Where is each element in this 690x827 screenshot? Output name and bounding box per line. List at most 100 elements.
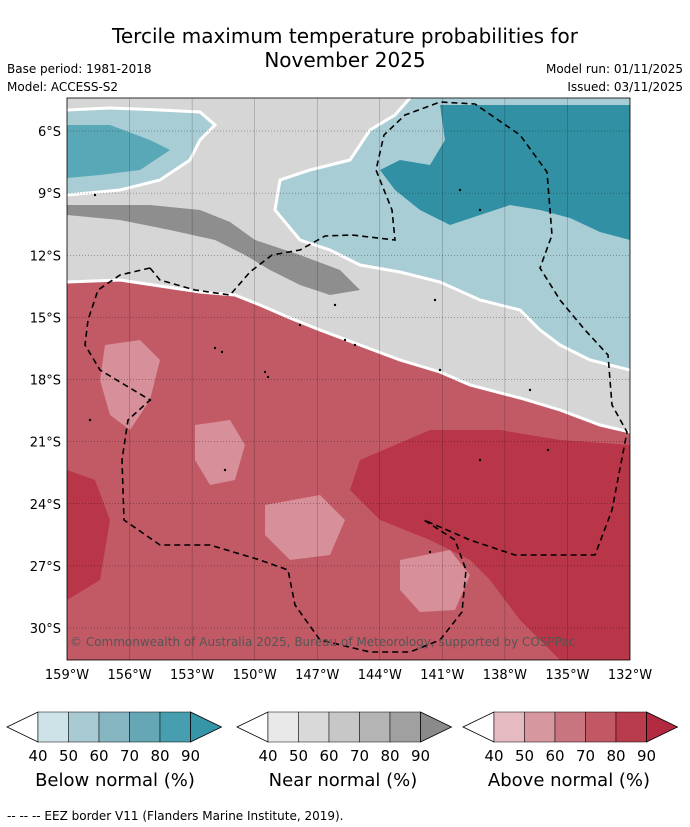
colorbar-segment [524, 711, 556, 743]
lat-tick-label: 30°S [30, 622, 61, 637]
colorbar-tick-label: 80 [380, 747, 399, 765]
colorbar-tick-label: 70 [120, 747, 139, 765]
eez-border-cook-islands [84, 101, 628, 653]
colorbar-segment [585, 711, 617, 743]
lon-tick-label: 138°W [483, 668, 527, 683]
above-normal-light-patch-4 [400, 550, 470, 612]
island-dot [263, 370, 267, 374]
island-dot [428, 550, 432, 554]
colorbar-segment [554, 711, 586, 743]
island-dot [546, 448, 550, 452]
colorbar-legends: 40 50 60 70 80 90 40 50 60 70 80 90 40 50 60 70 80 90 [6, 711, 679, 765]
title-line-1: Tercile maximum temperature probabilitie… [112, 24, 578, 48]
colorbar-tick-label: 40 [28, 747, 47, 765]
colorbar-segment [129, 711, 161, 743]
below-normal-west-core [67, 125, 170, 178]
colorbar-left-arrow [462, 711, 495, 743]
above-normal-light-patch-1 [100, 340, 160, 430]
colorbar-left-arrow [236, 711, 269, 743]
island-dot [223, 468, 227, 472]
island-dots [88, 188, 550, 554]
lon-tick-label: 147°W [295, 668, 339, 683]
title-line-2: November 2025 [264, 48, 426, 72]
issued-date: Issued: 03/11/2025 [567, 80, 683, 94]
map-frame [66, 97, 631, 661]
colorbar-segment [615, 711, 647, 743]
island-dot [333, 303, 337, 307]
island-dot [528, 388, 532, 392]
colorbar-tick-label: 50 [515, 747, 534, 765]
colorbar-tick-label: 50 [289, 747, 308, 765]
colorbar-right-arrow [420, 711, 453, 743]
colorbar-segment [68, 711, 100, 743]
colorbar-tick-label: 50 [59, 747, 78, 765]
near-normal-dark-patch [67, 205, 360, 295]
colorbar-segment [267, 711, 299, 743]
island-dot [478, 208, 482, 212]
island-dot [353, 343, 357, 347]
island-dot [213, 346, 217, 350]
lon-tick-label: 144°W [358, 668, 402, 683]
tercile-boundary-west [67, 106, 218, 197]
lat-tick-label: 21°S [30, 436, 61, 451]
model-run: Model run: 01/11/2025 [545, 62, 683, 76]
lat-tick-label: 6°S [38, 125, 61, 140]
map-plot-area: © Commonwealth of Australia 2025, Bureau… [67, 98, 630, 660]
base-period: Base period: 1981-2018 [7, 62, 152, 76]
lon-tick-label: 153°W [170, 668, 214, 683]
colorbar-tick-label: 90 [181, 747, 200, 765]
lat-tick-label: 15°S [30, 311, 61, 326]
colorbar-left-arrow [6, 711, 39, 743]
above-normal-light-patch-3 [265, 495, 345, 560]
probability-map: © Commonwealth of Australia 2025, Bureau… [6, 97, 679, 765]
colorbar-title-near: Near normal (%) [268, 770, 418, 791]
island-dot [88, 418, 92, 422]
colorbar-segment [359, 711, 391, 743]
colorbar-tick-label: 80 [606, 747, 625, 765]
colorbar-segment [37, 711, 69, 743]
tercile-boundary-east [273, 98, 630, 372]
map-gridlines [67, 98, 630, 660]
map-title: Tercile maximum temperature probabilitie… [0, 24, 690, 72]
island-dot [458, 188, 462, 192]
colorbar-right-arrow [190, 711, 223, 743]
colorbar-segment [298, 711, 330, 743]
island-dot [438, 368, 442, 372]
colorbar-segment [389, 711, 421, 743]
island-dot [433, 298, 437, 302]
colorbar-tick-label: 80 [150, 747, 169, 765]
above-normal-light-patch-2 [195, 420, 245, 485]
lat-tick-label: 24°S [30, 498, 61, 513]
colorbar-segment [328, 711, 360, 743]
island-dot [478, 458, 482, 462]
colorbar-title-above: Above normal (%) [487, 770, 651, 791]
lat-tick-label: 18°S [30, 374, 61, 389]
colorbar-tick-label: 70 [576, 747, 595, 765]
model-name: Model: ACCESS-S2 [7, 80, 119, 94]
above-normal-dark-patch-1 [350, 430, 630, 660]
latitude-axis: 6°S 9°S 12°S 15°S 18°S 21°S 24°S 27°S 30°S [30, 125, 61, 637]
copyright-notice: © Commonwealth of Australia 2025, Bureau… [70, 635, 575, 649]
island-dot [93, 193, 97, 197]
island-dot [220, 350, 224, 354]
colorbar-title-below: Below normal (%) [35, 770, 195, 791]
longitude-axis: 159°W 156°W 153°W 150°W 147°W 144°W 141°W 138°W… [45, 668, 652, 683]
colorbar-tick-label: 60 [89, 747, 108, 765]
lat-tick-label: 27°S [30, 560, 61, 575]
colorbar-tick-label: 40 [484, 747, 503, 765]
colorbar-segment [98, 711, 130, 743]
lat-tick-label: 9°S [38, 187, 61, 202]
colorbar-tick-label: 40 [258, 747, 277, 765]
colorbar-segment [159, 711, 191, 743]
lat-tick-label: 12°S [30, 249, 61, 264]
colorbar-right-arrow [646, 711, 679, 743]
island-dot [266, 375, 270, 379]
colorbar-tick-label: 90 [637, 747, 656, 765]
island-dot [298, 323, 302, 327]
lon-tick-label: 150°W [233, 668, 277, 683]
tercile-boundary-north [67, 278, 630, 434]
colorbar-tick-label: 60 [319, 747, 338, 765]
colorbar-tick-label: 70 [350, 747, 369, 765]
lon-tick-label: 135°W [545, 668, 589, 683]
lon-tick-label: 141°W [420, 668, 464, 683]
